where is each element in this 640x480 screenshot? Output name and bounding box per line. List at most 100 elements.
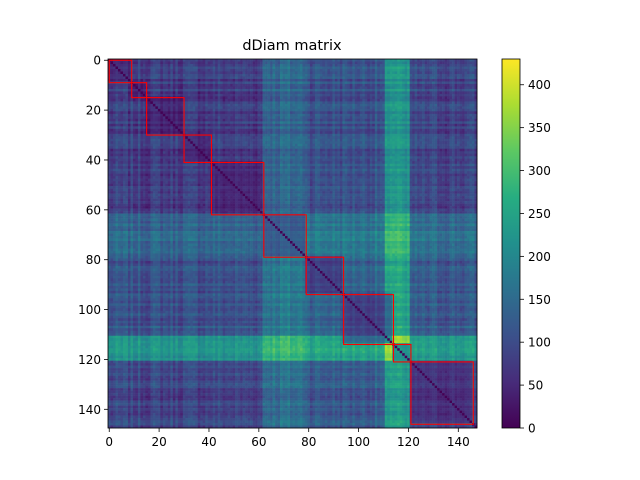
heatmap-cell	[322, 86, 325, 89]
heatmap-cell	[258, 126, 261, 129]
heatmap-cell	[372, 129, 375, 132]
heatmap-cell	[115, 119, 118, 122]
heatmap-cell	[435, 59, 438, 62]
heatmap-cell	[402, 109, 405, 112]
heatmap-cell	[230, 139, 233, 142]
heatmap-cell	[342, 94, 345, 97]
heatmap-cell	[447, 61, 450, 64]
heatmap-cell	[280, 86, 283, 89]
heatmap-cell	[307, 109, 310, 112]
heatmap-cell	[315, 76, 318, 79]
heatmap-cell	[320, 71, 323, 74]
heatmap-cell	[270, 84, 273, 87]
heatmap-cell	[143, 121, 146, 124]
heatmap-cell	[440, 114, 443, 117]
heatmap-cell	[382, 94, 385, 97]
heatmap-cell	[360, 76, 363, 79]
heatmap-cell	[288, 71, 291, 74]
heatmap-cell	[305, 86, 308, 89]
heatmap-cell	[347, 129, 350, 132]
heatmap-cell	[263, 119, 266, 122]
heatmap-cell	[285, 109, 288, 112]
heatmap-cell	[168, 141, 171, 144]
heatmap-cell	[243, 116, 246, 119]
heatmap-cell	[185, 111, 188, 114]
heatmap-cell	[138, 71, 141, 74]
heatmap-cell	[332, 91, 335, 94]
heatmap-cell	[280, 71, 283, 74]
heatmap-cell	[220, 139, 223, 142]
heatmap-cell	[198, 136, 201, 139]
heatmap-cell	[268, 59, 271, 62]
heatmap-cell	[382, 89, 385, 92]
heatmap-cell	[445, 69, 448, 72]
heatmap-cell	[467, 99, 470, 102]
heatmap-cell	[113, 71, 116, 74]
heatmap-cell	[245, 61, 248, 64]
heatmap-cell	[305, 79, 308, 82]
heatmap-cell	[155, 124, 158, 127]
heatmap-cell	[260, 134, 263, 137]
heatmap-cell	[250, 124, 253, 127]
heatmap-cell	[213, 94, 216, 97]
heatmap-cell	[215, 124, 218, 127]
heatmap-cell	[330, 84, 333, 87]
heatmap-cell	[123, 134, 126, 137]
heatmap-cell	[375, 91, 378, 94]
heatmap-cell	[233, 96, 236, 99]
heatmap-cell	[342, 81, 345, 84]
heatmap-cell	[305, 74, 308, 77]
heatmap-cell	[285, 119, 288, 122]
heatmap-cell	[470, 116, 473, 119]
heatmap-cell	[432, 136, 435, 139]
heatmap-cell	[450, 69, 453, 72]
heatmap-cell	[155, 116, 158, 119]
heatmap-cell	[233, 124, 236, 127]
heatmap-cell	[397, 59, 400, 62]
heatmap-cell	[150, 101, 153, 104]
heatmap-cell	[327, 71, 330, 74]
heatmap-cell	[110, 91, 113, 94]
heatmap-cell	[442, 69, 445, 72]
heatmap-cell	[367, 116, 370, 119]
heatmap-cell	[450, 64, 453, 67]
heatmap-cell	[115, 66, 118, 69]
heatmap-cell	[432, 126, 435, 129]
heatmap-cell	[440, 96, 443, 99]
heatmap-cell	[405, 86, 408, 89]
heatmap-cell	[332, 66, 335, 69]
heatmap-cell	[330, 89, 333, 92]
heatmap-cell	[223, 99, 226, 102]
heatmap-cell	[185, 126, 188, 129]
heatmap-cell	[265, 76, 268, 79]
heatmap-cell	[420, 76, 423, 79]
heatmap-cell	[405, 134, 408, 137]
heatmap-cell	[293, 131, 296, 134]
heatmap-cell	[278, 131, 281, 134]
heatmap-cell	[450, 74, 453, 77]
heatmap-cell	[195, 64, 198, 67]
heatmap-cell	[405, 61, 408, 64]
heatmap-cell	[355, 66, 358, 69]
heatmap-cell	[210, 91, 213, 94]
heatmap-cell	[200, 104, 203, 107]
heatmap-cell	[163, 64, 166, 67]
heatmap-cell	[437, 74, 440, 77]
heatmap-cell	[285, 136, 288, 139]
heatmap-cell	[178, 64, 181, 67]
heatmap-cell	[447, 79, 450, 82]
heatmap-cell	[283, 141, 286, 144]
heatmap-cell	[305, 104, 308, 107]
heatmap-cell	[312, 124, 315, 127]
heatmap-cell	[265, 104, 268, 107]
heatmap-cell	[195, 99, 198, 102]
heatmap-cell	[278, 91, 281, 94]
heatmap-cell	[392, 124, 395, 127]
heatmap-cell	[350, 86, 353, 89]
heatmap-cell	[215, 91, 218, 94]
heatmap-cell	[248, 61, 251, 64]
heatmap-cell	[250, 106, 253, 109]
heatmap-cell	[360, 139, 363, 142]
heatmap-cell	[268, 66, 271, 69]
heatmap-cell	[380, 104, 383, 107]
